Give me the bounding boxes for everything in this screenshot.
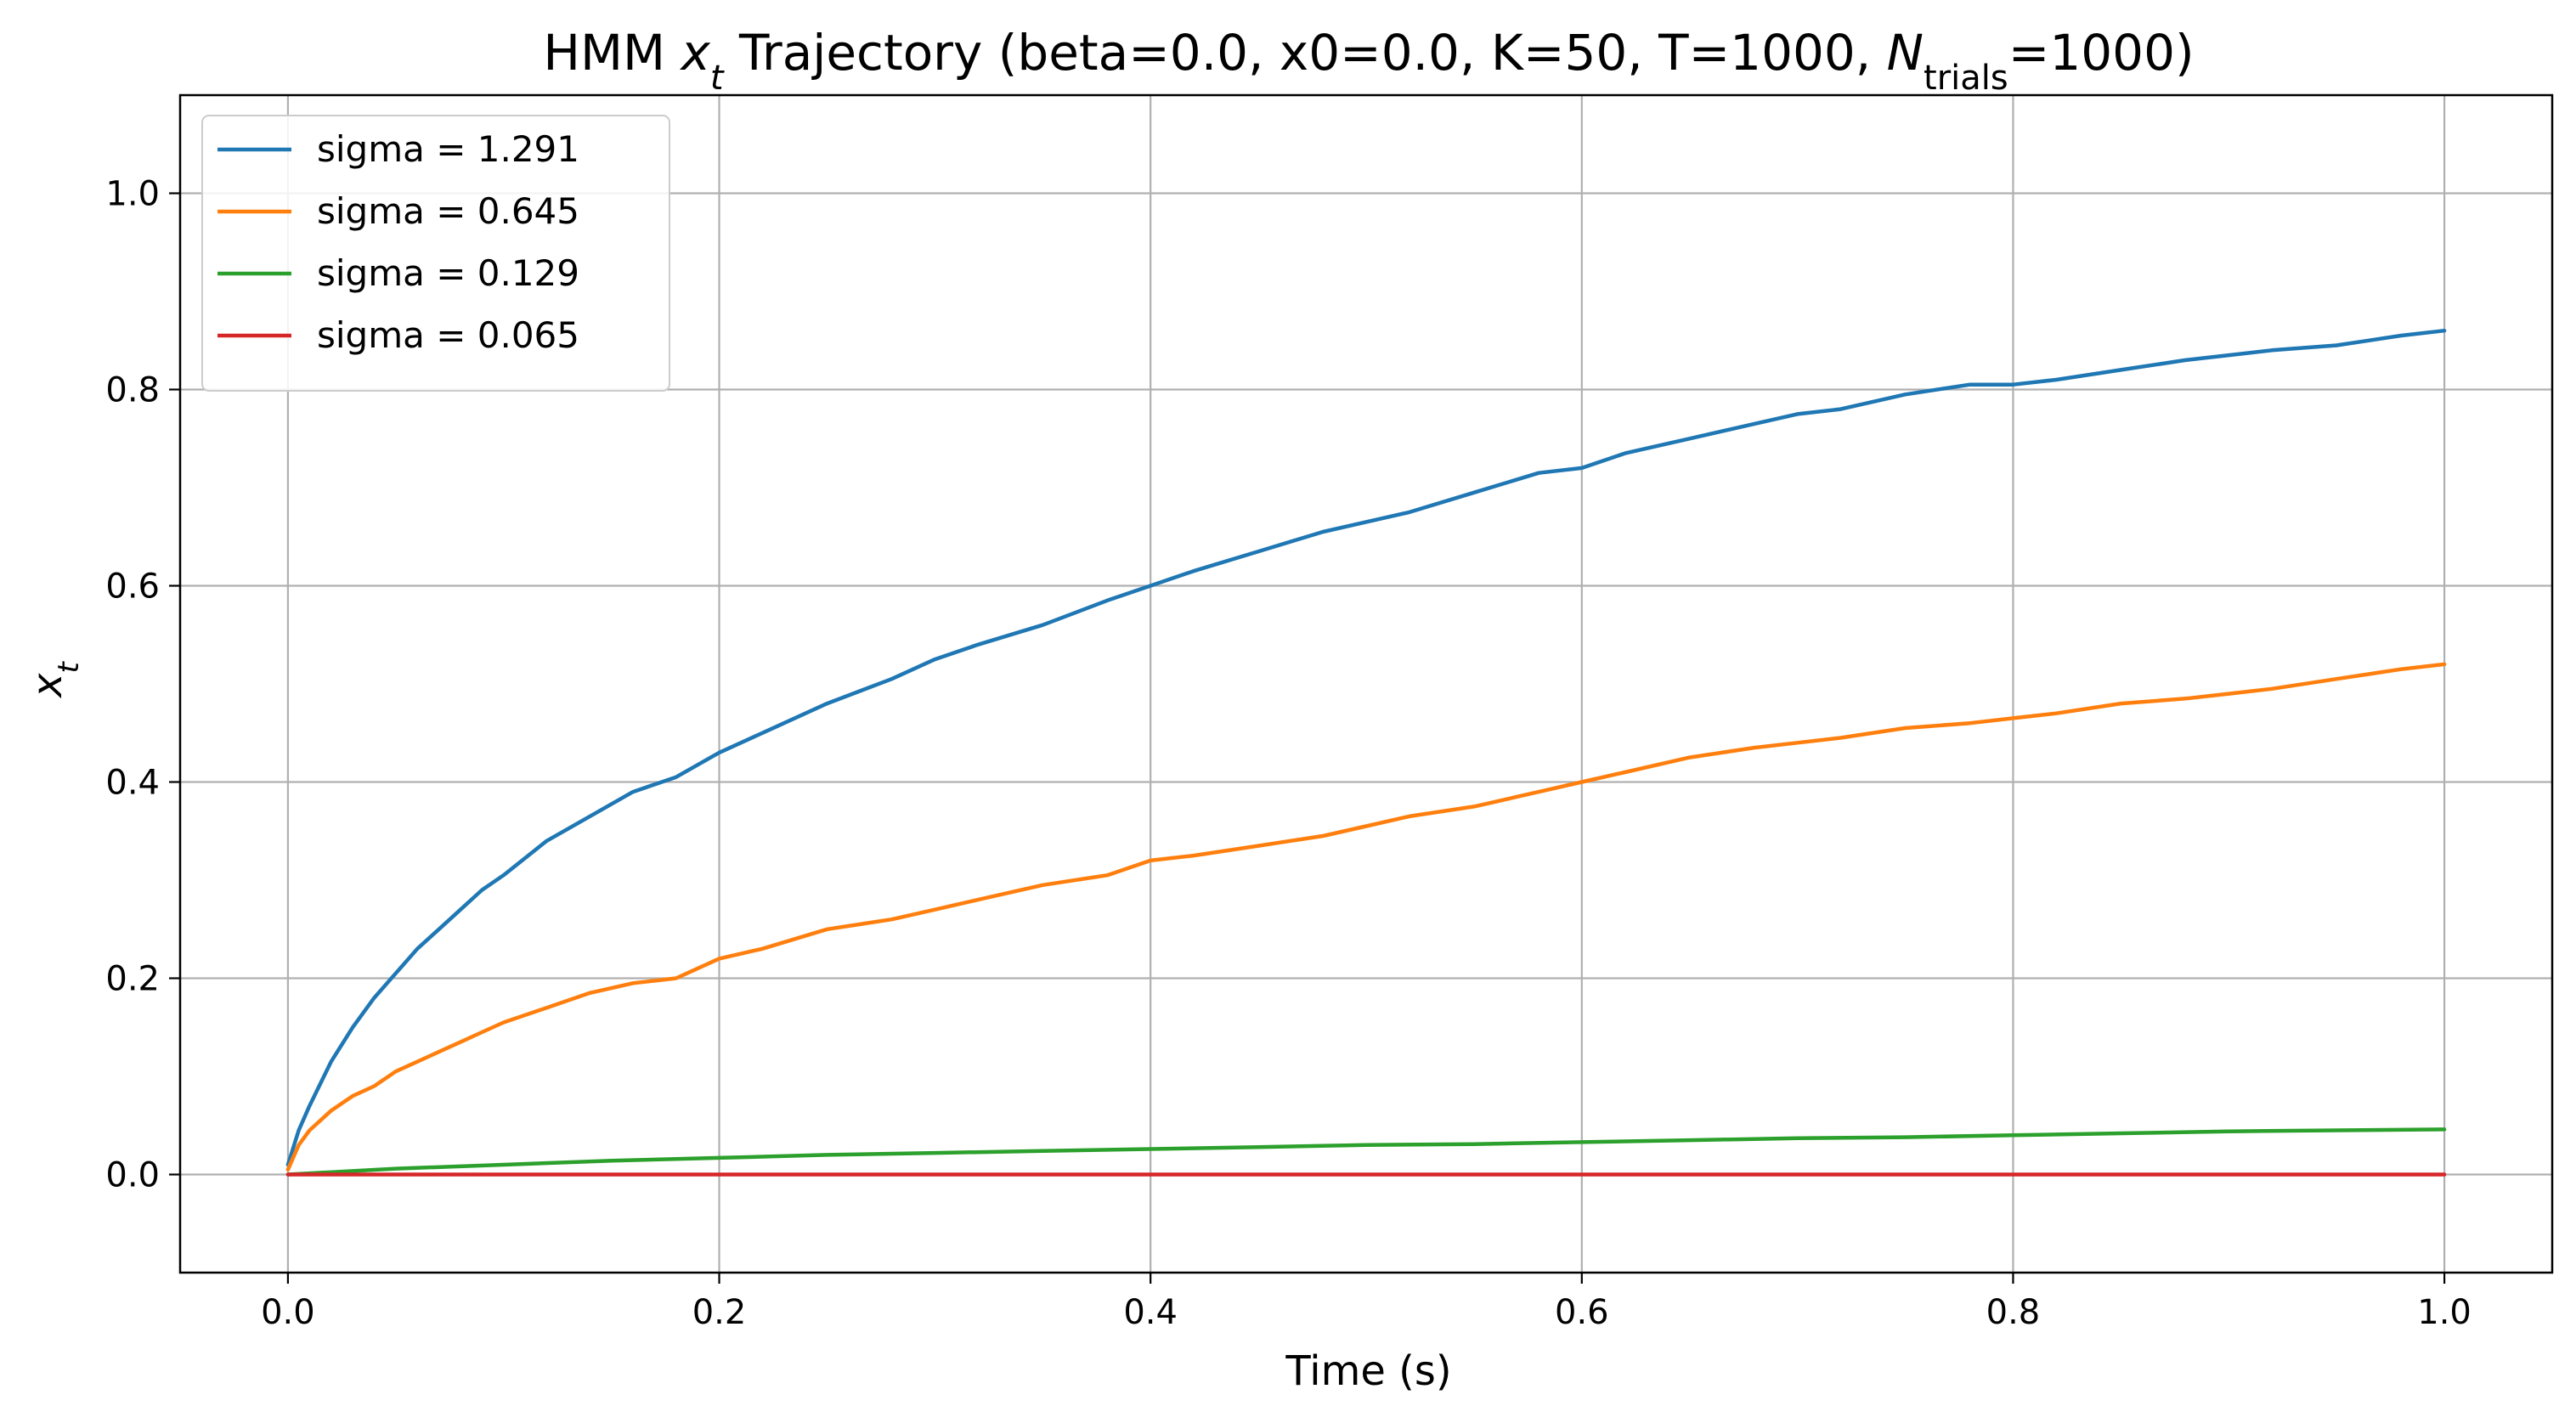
x-tick-label: 0.0 [261,1293,315,1332]
x-axis-ticks: 0.0 0.2 0.4 0.6 0.8 1.0 [261,1273,2471,1332]
x-tick-label: 0.8 [1986,1293,2041,1332]
series-line-1 [285,662,2447,1172]
y-axis-label: xt [24,660,86,698]
legend-box [201,115,670,392]
y-tick-label: 0.2 [105,960,160,999]
legend-entry: sigma = 0.129 [317,252,579,294]
plot-frame [178,93,2554,1274]
y-tick-label: 0.8 [105,371,160,410]
series-line-2 [285,1127,2447,1177]
x-tick-label: 1.0 [2417,1293,2471,1332]
y-tick-label: 0.6 [105,568,160,607]
x-axis-label: Time (s) [1285,1347,1451,1395]
legend: sigma = 1.291 sigma = 0.645 sigma = 0.129 s… [201,115,670,392]
y-tick-label: 0.4 [105,764,160,803]
chart-title: HMM xt Trajectory (beta=0.0, x0=0.0, K=5… [543,24,2194,98]
x-tick-label: 0.6 [1555,1293,1609,1332]
legend-entry: sigma = 1.291 [317,128,579,170]
legend-entry: sigma = 0.645 [317,190,579,232]
legend-entry: sigma = 0.065 [317,314,579,356]
series-line-0 [285,328,2447,1167]
y-tick-label: 1.0 [105,175,160,214]
x-tick-label: 0.4 [1123,1293,1178,1332]
x-tick-label: 0.2 [692,1293,747,1332]
y-tick-label: 0.0 [105,1156,160,1195]
series-group [285,328,2447,1177]
y-axis-ticks: 0.0 0.2 0.4 0.6 0.8 1.0 [105,175,180,1195]
